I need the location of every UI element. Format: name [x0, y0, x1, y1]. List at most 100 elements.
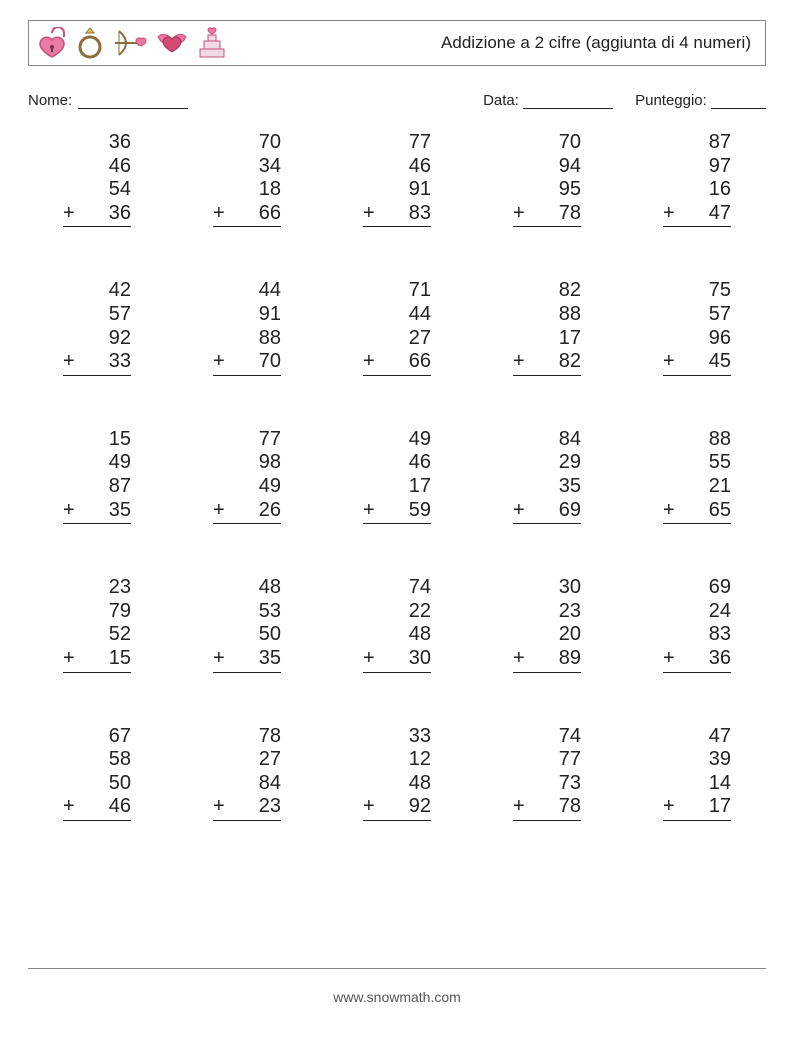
addend: 44: [213, 279, 281, 303]
addend: 17: [513, 327, 581, 351]
problem: 747773+78: [478, 725, 616, 821]
addend: 36: [709, 647, 731, 669]
problem: 237952+15: [28, 576, 166, 672]
problem: 782784+23: [178, 725, 316, 821]
addend: 29: [513, 451, 581, 475]
addend: 55: [663, 451, 731, 475]
addend: 66: [259, 202, 281, 224]
addend: 46: [363, 155, 431, 179]
addend: 71: [363, 279, 431, 303]
problem: 485350+35: [178, 576, 316, 672]
addend: 82: [559, 350, 581, 372]
addend: 58: [63, 748, 131, 772]
addend: 87: [63, 475, 131, 499]
addend: 21: [663, 475, 731, 499]
addend: 98: [213, 451, 281, 475]
addend: 49: [63, 451, 131, 475]
addend: 48: [213, 576, 281, 600]
addend: 78: [213, 725, 281, 749]
problem: 302320+89: [478, 576, 616, 672]
addend: 50: [63, 772, 131, 796]
problem: 709495+78: [478, 131, 616, 227]
date-blank[interactable]: [523, 92, 613, 109]
ring-icon: [75, 27, 105, 59]
operator: +: [213, 499, 225, 523]
addend: 48: [363, 772, 431, 796]
bow-arrow-icon: [113, 27, 147, 59]
addend: 18: [213, 178, 281, 202]
addend: 48: [363, 623, 431, 647]
problem: 779849+26: [178, 428, 316, 524]
operator: +: [63, 795, 75, 819]
problem: 774691+83: [328, 131, 466, 227]
problem: 828817+82: [478, 279, 616, 375]
addend: 67: [63, 725, 131, 749]
footer-text: www.snowmath.com: [0, 989, 794, 1005]
problem: 714427+66: [328, 279, 466, 375]
footer-divider: [28, 968, 766, 969]
addend: 83: [663, 623, 731, 647]
problem: 364654+36: [28, 131, 166, 227]
addend: 34: [213, 155, 281, 179]
addend: 96: [663, 327, 731, 351]
problem: 425792+33: [28, 279, 166, 375]
addend: 82: [513, 279, 581, 303]
addend: 23: [63, 576, 131, 600]
addend: 77: [363, 131, 431, 155]
addend: 84: [513, 428, 581, 452]
addend: 44: [363, 303, 431, 327]
addend: 23: [513, 600, 581, 624]
problem: 331248+92: [328, 725, 466, 821]
header-icons: [37, 27, 227, 59]
addend: 91: [213, 303, 281, 327]
addend: 84: [213, 772, 281, 796]
addend: 49: [363, 428, 431, 452]
addend: 36: [109, 202, 131, 224]
operator: +: [213, 647, 225, 671]
operator: +: [63, 647, 75, 671]
addend: 46: [109, 795, 131, 817]
operator: +: [513, 350, 525, 374]
problem: 494617+59: [328, 428, 466, 524]
addend: 16: [663, 178, 731, 202]
problem: 692483+36: [628, 576, 766, 672]
name-label: Nome:: [28, 92, 72, 109]
operator: +: [663, 202, 675, 226]
addend: 47: [709, 202, 731, 224]
addend: 87: [663, 131, 731, 155]
addend: 12: [363, 748, 431, 772]
problem: 473914+17: [628, 725, 766, 821]
meta-row: Nome: Data: Punteggio:: [28, 92, 766, 109]
operator: +: [363, 795, 375, 819]
score-blank[interactable]: [711, 92, 766, 109]
addend: 77: [513, 748, 581, 772]
operator: +: [213, 795, 225, 819]
header-banner: Addizione a 2 cifre (aggiunta di 4 numer…: [28, 20, 766, 66]
addend: 52: [63, 623, 131, 647]
operator: +: [513, 647, 525, 671]
problem: 755796+45: [628, 279, 766, 375]
addend: 54: [63, 178, 131, 202]
operator: +: [63, 499, 75, 523]
score-label: Punteggio:: [635, 92, 707, 109]
addend: 17: [709, 795, 731, 817]
addend: 75: [663, 279, 731, 303]
addend: 97: [663, 155, 731, 179]
problem: 742248+30: [328, 576, 466, 672]
addend: 45: [709, 350, 731, 372]
addend: 39: [663, 748, 731, 772]
addend: 15: [109, 647, 131, 669]
addend: 36: [63, 131, 131, 155]
addend: 77: [213, 428, 281, 452]
name-blank[interactable]: [78, 92, 188, 109]
addend: 30: [513, 576, 581, 600]
operator: +: [663, 647, 675, 671]
addend: 70: [259, 350, 281, 372]
problem: 449188+70: [178, 279, 316, 375]
addend: 59: [409, 499, 431, 521]
operator: +: [513, 499, 525, 523]
addend: 88: [213, 327, 281, 351]
addend: 42: [63, 279, 131, 303]
addend: 95: [513, 178, 581, 202]
problem: 879716+47: [628, 131, 766, 227]
